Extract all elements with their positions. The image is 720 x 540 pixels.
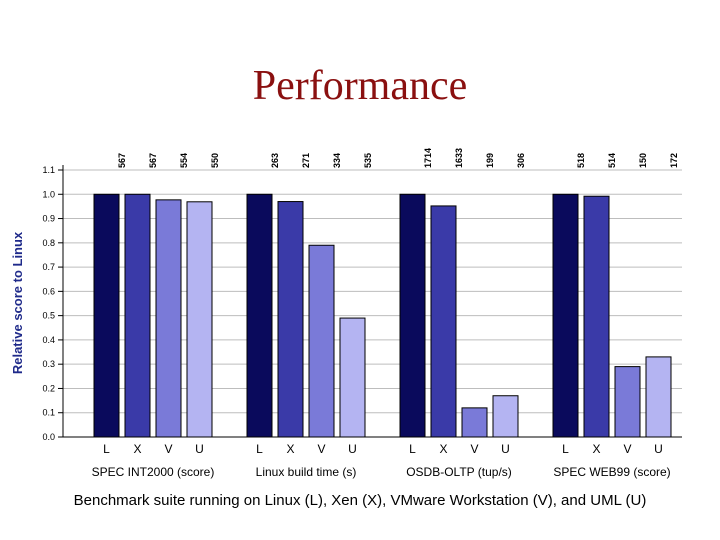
slide-title: Performance [252,63,468,109]
y-tick-label: 0.7 [42,262,55,272]
data-label: 567 [148,153,158,168]
bar-category-label: L [103,442,110,456]
y-tick-label: 1.1 [42,165,55,175]
bar-x [124,193,151,438]
bar-category-label: V [317,442,325,456]
bar-x [277,201,304,438]
y-tick-label: 0.5 [42,311,55,321]
bar-u [339,317,366,438]
bar-category-label: L [562,442,569,456]
group-label: SPEC INT2000 (score) [92,465,215,479]
data-label: 150 [638,153,648,168]
bar-x [430,205,457,438]
bar-u [186,201,213,438]
data-label: 567 [117,153,127,168]
y-tick-label: 1.0 [42,189,55,199]
bar-category-label: L [256,442,263,456]
bar-l [93,193,120,438]
group-label: SPEC WEB99 (score) [553,465,670,479]
data-label: 518 [576,153,586,168]
data-label: 172 [669,153,679,168]
labels: 0.0 0.1 0.2 0.3 0.4 0.5 0.6 0.7 0.8 0.9 1.0 1.1 Rela… [10,148,679,479]
data-label: 514 [607,153,617,168]
data-label: 535 [363,153,373,168]
bar-category-label: U [348,442,357,456]
bar-category-label: X [439,442,447,456]
data-label: 199 [485,153,495,168]
axes [58,165,682,438]
y-tick-label: 0.4 [42,335,55,345]
bar-l [399,193,426,438]
bar-u [645,356,672,438]
chart-caption: Benchmark suite running on Linux (L), Xe… [73,492,647,509]
bar-l [246,193,273,438]
group-label: Linux build time (s) [256,465,357,479]
y-tick-label: 0.8 [42,238,55,248]
bar-category-label: U [501,442,510,456]
bar-category-label: X [592,442,600,456]
bars [93,193,672,438]
bar-category-label: V [164,442,172,456]
data-label: 263 [270,153,280,168]
bar-category-label: V [470,442,478,456]
y-tick-label: 0.0 [42,432,55,442]
bar-category-label: L [409,442,416,456]
data-label: 1714 [423,148,433,168]
bar-category-label: X [133,442,141,456]
data-label: 1633 [454,148,464,168]
bar-v [461,407,488,438]
y-tick-label: 0.3 [42,359,55,369]
group-label: OSDB-OLTP (tup/s) [406,465,512,479]
y-tick-label: 0.2 [42,383,55,393]
bar-category-label: V [623,442,631,456]
data-label: 334 [332,153,342,168]
bar-v [614,366,641,438]
y-axis-label: Relative score to Linux [10,231,25,374]
bar-category-label: X [286,442,294,456]
data-label: 554 [179,153,189,168]
bar-x [583,195,610,438]
bar-u [492,395,519,438]
data-label: 306 [516,153,526,168]
data-label: 271 [301,153,311,168]
bar-category-label: U [654,442,663,456]
y-tick-label: 0.6 [42,286,55,296]
bar-v [308,244,335,438]
bar-l [552,193,579,438]
y-tick-label: 0.1 [42,408,55,418]
y-tick-label: 0.9 [42,214,55,224]
data-label: 550 [210,153,220,168]
bar-v [155,199,182,438]
bar-category-label: U [195,442,204,456]
